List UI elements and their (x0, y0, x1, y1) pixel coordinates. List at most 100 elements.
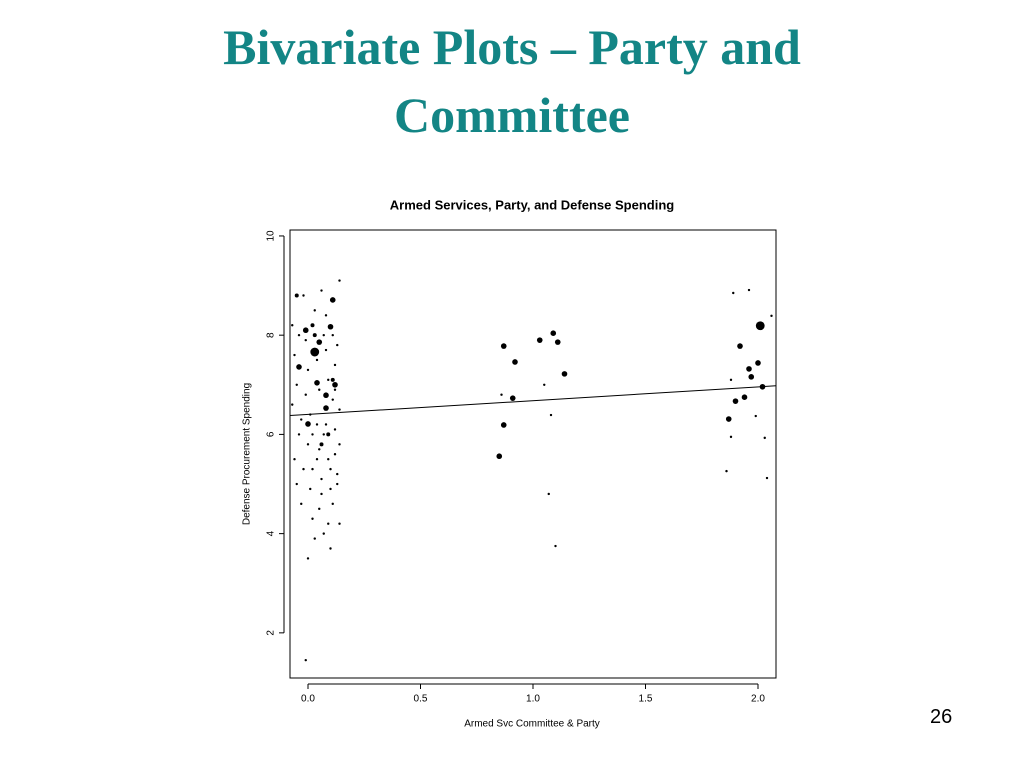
point (338, 443, 341, 446)
point (318, 388, 321, 391)
point (302, 294, 305, 297)
slide-title: Committee (394, 87, 630, 143)
point (291, 403, 294, 406)
point (320, 289, 323, 292)
x-tick-label: 1.0 (526, 694, 540, 705)
point (729, 435, 733, 439)
point (336, 343, 339, 347)
point (315, 423, 319, 426)
point (512, 359, 518, 365)
point (338, 522, 341, 525)
point (500, 422, 507, 428)
point (748, 374, 755, 380)
point (305, 421, 311, 427)
point (329, 297, 336, 303)
point (763, 436, 766, 440)
point (561, 371, 568, 377)
point (331, 333, 334, 337)
point (297, 333, 301, 337)
y-tick-label: 8 (266, 332, 277, 338)
point (333, 453, 337, 456)
point (300, 418, 303, 421)
point (316, 339, 323, 345)
point (755, 360, 761, 366)
x-tick-label: 2.0 (751, 694, 765, 705)
point (509, 395, 516, 401)
point (543, 383, 546, 386)
point (318, 507, 321, 511)
point (312, 333, 317, 338)
chart-title: Armed Services, Party, and Defense Spend… (390, 197, 674, 212)
point (725, 416, 732, 422)
point (336, 482, 339, 486)
point (302, 327, 309, 334)
point (554, 339, 561, 345)
y-tick-label: 2 (266, 630, 277, 636)
y-axis-label: Defense Procurement Spending (242, 383, 253, 525)
point (296, 364, 302, 370)
point (310, 347, 320, 357)
point (320, 492, 323, 496)
point (295, 383, 298, 386)
x-tick-label: 1.5 (639, 694, 653, 705)
point (737, 343, 743, 349)
point (311, 467, 314, 471)
point (732, 291, 735, 295)
point (327, 458, 330, 461)
point (294, 293, 299, 298)
point (729, 378, 733, 382)
point (295, 482, 298, 486)
point (336, 472, 339, 476)
point (326, 432, 331, 437)
point (313, 309, 316, 312)
point (297, 433, 301, 436)
point (327, 522, 330, 525)
point (741, 394, 748, 400)
point (329, 467, 332, 471)
point (314, 380, 320, 386)
point (732, 398, 739, 404)
point (327, 323, 334, 330)
point (302, 467, 305, 471)
point (319, 442, 324, 447)
point (746, 366, 752, 372)
point (309, 487, 312, 491)
point (754, 414, 757, 418)
point (332, 381, 338, 388)
point (333, 388, 337, 391)
x-tick-label: 0.0 (301, 694, 315, 705)
point (547, 492, 550, 496)
point (322, 532, 325, 535)
point (304, 658, 307, 662)
point (315, 458, 319, 461)
point (333, 428, 337, 431)
point (306, 443, 310, 446)
point (293, 353, 296, 357)
point (536, 337, 543, 343)
point (755, 321, 765, 331)
y-tick-label: 6 (266, 431, 277, 437)
point (500, 343, 507, 349)
page-number: 26 (930, 706, 953, 728)
plot-frame (289, 229, 777, 679)
point (329, 547, 332, 550)
y-tick-label: 4 (266, 530, 277, 536)
y-tick-label: 10 (266, 230, 277, 242)
point (322, 433, 325, 436)
point (291, 324, 294, 327)
point (765, 476, 769, 480)
point (304, 338, 307, 342)
point (324, 314, 328, 317)
point (500, 393, 503, 396)
point (747, 288, 751, 292)
point (327, 378, 330, 382)
point (311, 517, 314, 520)
point (725, 469, 728, 473)
point (329, 487, 332, 491)
point (770, 314, 773, 318)
point (318, 448, 321, 451)
point (304, 393, 307, 396)
x-axis-label: Armed Svc Committee & Party (464, 719, 600, 730)
point (550, 330, 557, 336)
